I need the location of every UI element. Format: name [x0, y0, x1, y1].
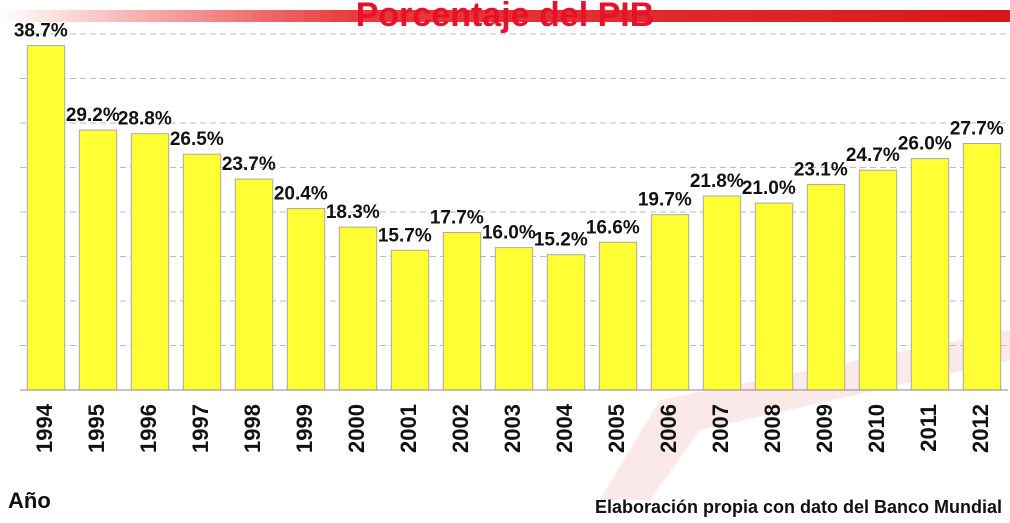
- value-label: 15.7%: [378, 225, 432, 246]
- bar: [494, 247, 534, 391]
- x-tick-label: 2010: [864, 404, 889, 453]
- bar: [390, 249, 430, 391]
- value-label: 23.1%: [794, 159, 848, 180]
- x-tick-label: 1995: [84, 404, 109, 453]
- bar: [858, 169, 898, 391]
- x-tick-label: 2006: [656, 404, 681, 453]
- value-label: 26.5%: [170, 129, 224, 150]
- value-label: 26.0%: [898, 134, 952, 155]
- value-label: 21.8%: [690, 171, 744, 192]
- bar: [26, 45, 66, 391]
- bar: [234, 178, 274, 391]
- bar: [598, 241, 638, 391]
- bar: [78, 129, 118, 391]
- x-tick-label: 2004: [552, 403, 577, 453]
- x-tick-label: 2005: [604, 404, 629, 453]
- value-label: 28.8%: [118, 109, 172, 130]
- x-tick-label: 2011: [916, 404, 941, 452]
- value-label: 27.7%: [950, 118, 1004, 139]
- x-axis-label: Año: [8, 488, 51, 513]
- chart-title: Porcentaje del PIB: [356, 0, 655, 34]
- bar: [442, 231, 482, 391]
- bar: [338, 226, 378, 391]
- x-tick-label: 2001: [396, 404, 421, 453]
- x-tick-label: 1998: [240, 404, 265, 453]
- title-band: [0, 10, 1010, 22]
- bar: [806, 183, 846, 391]
- x-tick-label: 2007: [708, 404, 733, 453]
- bar: [182, 153, 222, 391]
- bar: [650, 214, 690, 391]
- bar: [286, 207, 326, 391]
- x-tick-label: 2003: [500, 404, 525, 453]
- bar: [130, 133, 170, 391]
- x-tick-label: 1997: [188, 404, 213, 453]
- bar: [910, 158, 950, 391]
- bar: [702, 195, 742, 391]
- value-label: 29.2%: [66, 105, 120, 126]
- value-label: 38.7%: [14, 21, 68, 42]
- x-tick-label: 2009: [812, 404, 837, 453]
- x-tick-label: 1994: [32, 403, 57, 453]
- value-label: 18.3%: [326, 202, 380, 223]
- x-tick-label: 1996: [136, 404, 161, 453]
- value-label: 16.6%: [586, 217, 640, 238]
- value-label: 15.2%: [534, 230, 588, 251]
- value-label: 17.7%: [430, 207, 484, 228]
- x-tick-label: 2008: [760, 404, 785, 453]
- value-label: 23.7%: [222, 154, 276, 175]
- value-label: 20.4%: [274, 183, 328, 204]
- bar: [546, 254, 586, 391]
- source-note: Elaboración propia con dato del Banco Mu…: [595, 497, 1002, 517]
- x-tick-label: 2002: [448, 404, 473, 453]
- watermark: [600, 330, 1010, 500]
- x-tick-label: 2000: [344, 404, 369, 453]
- value-label: 16.0%: [482, 223, 536, 244]
- x-tick-label: 1999: [292, 404, 317, 453]
- value-label: 24.7%: [846, 145, 900, 166]
- value-label: 19.7%: [638, 190, 692, 211]
- x-tick-label: 2012: [968, 404, 993, 453]
- value-label: 21.0%: [742, 178, 796, 199]
- bar: [754, 202, 794, 391]
- bar: [962, 142, 1002, 391]
